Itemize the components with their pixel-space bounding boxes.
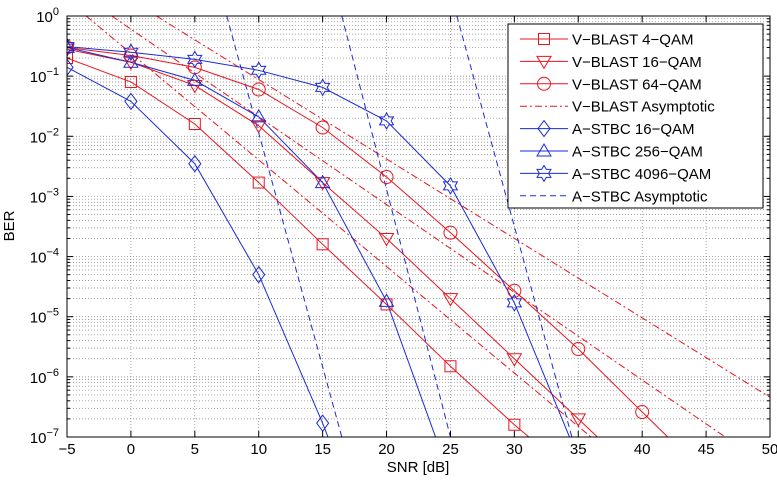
- legend-label: V−BLAST 16−QAM: [572, 54, 702, 71]
- series-line-7: [226, 16, 343, 437]
- legend-swatch-marker: [536, 143, 552, 157]
- series-point-0: [67, 52, 73, 65]
- x-tick-label: −5: [58, 441, 75, 458]
- series-point-6: [250, 61, 267, 80]
- series-markers: [67, 37, 650, 432]
- series-point-0: [124, 75, 137, 88]
- series-point-1: [442, 293, 459, 307]
- series-point-1: [314, 177, 331, 191]
- legend-swatch-marker: [537, 76, 551, 91]
- series-point-2: [443, 225, 458, 240]
- legend-swatch-marker: [538, 33, 550, 45]
- legend: V−BLAST 4−QAM V−BLAST 16−QAM V−BLAST 64−QA…: [507, 23, 764, 209]
- x-tick-label: 40: [634, 441, 651, 458]
- series-lines: [67, 46, 669, 437]
- series-point-2: [315, 120, 330, 135]
- series-point-6: [187, 50, 203, 69]
- x-tick-label: 30: [506, 441, 523, 458]
- series-point-6: [378, 111, 395, 130]
- series-point-1: [570, 413, 587, 427]
- legend-label: V−BLAST Asymptotic: [572, 99, 715, 116]
- ticks: [66, 15, 771, 438]
- legend-label: A−STBC 4096−QAM: [572, 166, 711, 183]
- x-tick-label: 0: [127, 441, 135, 458]
- series-point-1: [186, 79, 203, 94]
- plot-frame: [66, 15, 771, 438]
- x-tick-label: 35: [570, 441, 587, 458]
- series-point-0: [508, 418, 521, 431]
- x-axis-title: SNR [dB]: [387, 459, 450, 476]
- series-point-5: [123, 54, 139, 68]
- series-point-2: [67, 40, 74, 55]
- series-point-2: [251, 82, 266, 97]
- series-point-2: [379, 170, 394, 185]
- series-point-1: [506, 353, 523, 367]
- series-line-4: [67, 66, 329, 437]
- series-point-0: [252, 176, 265, 189]
- series-point-6: [442, 176, 459, 195]
- series-point-6: [506, 293, 523, 312]
- series-point-6: [123, 43, 139, 62]
- x-tick-label: 15: [314, 441, 331, 458]
- y-tick-label: 10−2: [30, 126, 59, 146]
- series-line-3: [156, 16, 770, 398]
- legend-label: A−STBC 16−QAM: [572, 121, 695, 138]
- y-tick-labels: 100 10−1 10−2 10−3 10−4 10−5 10−6 10−7: [30, 6, 59, 447]
- legend-label: V−BLAST 64−QAM: [572, 76, 702, 93]
- series-point-4: [67, 58, 74, 77]
- series-point-4: [252, 265, 266, 284]
- series-point-2: [571, 342, 586, 357]
- legend-label: A−STBC Asymptotic: [572, 188, 708, 205]
- series-point-5: [186, 72, 203, 86]
- series-point-1: [378, 232, 395, 247]
- series-line-3: [85, 16, 592, 437]
- series-line-6: [67, 46, 571, 437]
- y-tick-label: 10−1: [30, 66, 59, 86]
- series-point-4: [124, 92, 138, 111]
- series-point-6: [314, 78, 331, 97]
- x-tick-label: 45: [698, 441, 715, 458]
- x-tick-label: 25: [442, 441, 459, 458]
- series-line-7: [456, 16, 573, 437]
- series-point-6: [67, 37, 75, 56]
- legend-swatch-marker: [536, 55, 552, 70]
- series-point-5: [314, 174, 331, 189]
- asymptote-lines: [85, 16, 770, 437]
- y-tick-label: 10−3: [30, 186, 59, 206]
- y-axis-title: BER: [1, 210, 18, 241]
- legend-swatch-marker: [536, 164, 552, 183]
- y-tick-label: 10−7: [30, 427, 59, 447]
- series-point-5: [250, 108, 267, 123]
- series-line-3: [111, 16, 726, 437]
- y-tick-label: 10−4: [30, 247, 59, 267]
- series-point-2: [635, 405, 650, 420]
- series-point-1: [123, 56, 139, 71]
- x-tick-label: 10: [250, 441, 267, 458]
- y-tick-label: 100: [36, 6, 59, 26]
- x-tick-label: 20: [378, 441, 395, 458]
- series-line-7: [341, 16, 451, 437]
- x-tick-label: 50: [762, 441, 777, 458]
- x-tick-labels: −5 0 5 10 15 20 25 30 35 40 45 50: [58, 441, 777, 458]
- x-tick-label: 5: [191, 441, 199, 458]
- series-point-0: [188, 118, 201, 131]
- series-point-0: [444, 360, 457, 373]
- y-tick-label: 10−6: [30, 367, 59, 387]
- series-point-0: [316, 238, 329, 251]
- y-tick-label: 10−5: [30, 307, 59, 327]
- legend-swatch-marker: [537, 119, 551, 138]
- series-point-2: [507, 283, 522, 298]
- series-point-5: [378, 293, 395, 307]
- series-point-5: [67, 39, 75, 53]
- legend-label: A−STBC 256−QAM: [572, 144, 703, 161]
- series-line-2: [67, 46, 669, 437]
- series-line-0: [67, 57, 530, 437]
- series-point-1: [250, 120, 267, 134]
- series-point-4: [188, 154, 202, 173]
- legend-label: V−BLAST 4−QAM: [572, 32, 693, 49]
- series-line-1: [67, 48, 598, 437]
